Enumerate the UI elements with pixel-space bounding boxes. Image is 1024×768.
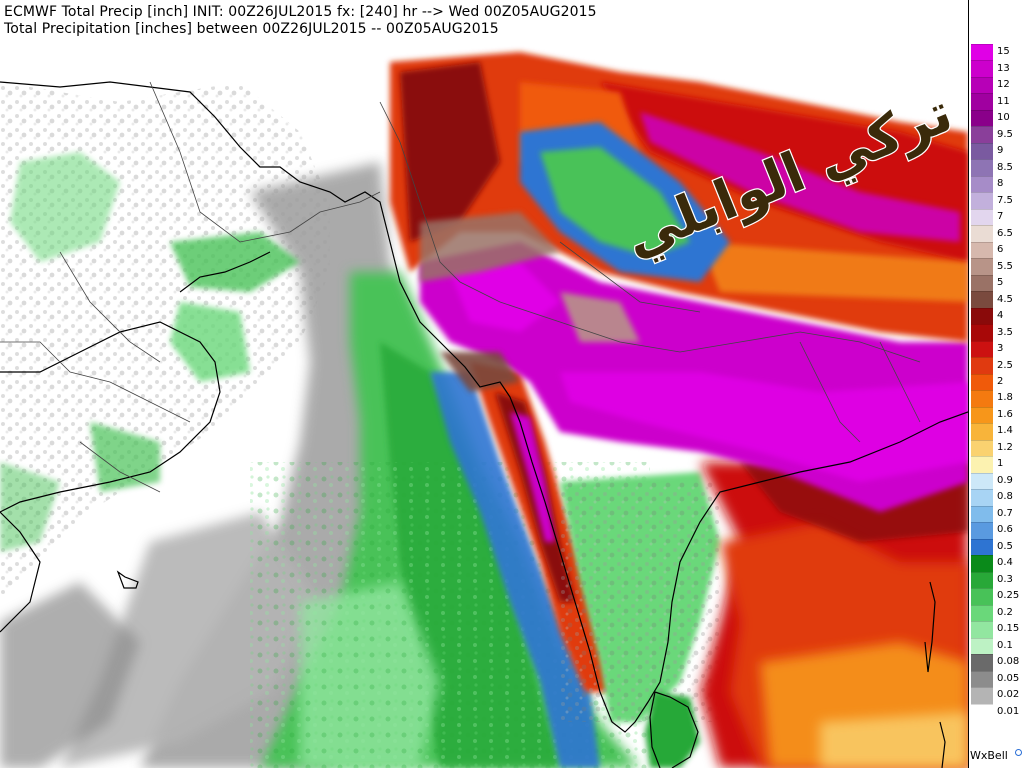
legend-swatch [971,109,993,127]
legend-label: 1.2 [997,441,1013,453]
legend-swatch [971,76,993,94]
legend-label: 8 [997,178,1004,190]
legend-swatch [971,175,993,193]
legend-swatch [971,456,993,474]
legend-swatch [971,472,993,490]
legend-swatch [971,241,993,259]
legend-label: 0.3 [997,573,1013,585]
legend-swatch [971,373,993,391]
legend-label: 7 [997,211,1004,223]
legend-label: 13 [997,62,1010,74]
legend-swatch [971,423,993,441]
legend-swatch [971,274,993,292]
coastlines [0,81,968,768]
legend-label: 4 [997,310,1004,322]
legend-swatch [971,538,993,556]
legend-label: 5.5 [997,260,1013,272]
legend-swatch [971,703,993,721]
legend-swatch [971,390,993,408]
legend-label: 3.5 [997,326,1013,338]
legend-swatch [971,192,993,210]
brand-dot-icon [1015,749,1022,756]
legend-label: 6 [997,244,1004,256]
legend-label: 0.7 [997,507,1013,519]
legend-label: 0.4 [997,557,1013,569]
legend-swatch [971,439,993,457]
legend-swatch [971,126,993,144]
legend-label: 0.5 [997,540,1013,552]
legend-label: 7.5 [997,194,1013,206]
legend-label: 1.6 [997,408,1013,420]
legend-label: 6.5 [997,227,1013,239]
legend-label: 0.2 [997,606,1013,618]
color-scale-legend: 15 13 12 11 10 9.5 9 8.5 8 7.5 7 6.5 6 5.5 5 4.5 4 3.5 3 2.… [968,0,1024,768]
legend-swatch [971,604,993,622]
legend-swatch [971,258,993,276]
legend-swatch [971,687,993,704]
legend-label: 4.5 [997,293,1013,305]
legend-label: 0.1 [997,639,1013,651]
legend-label: 9.5 [997,128,1013,140]
legend-label: 0.25 [997,590,1020,602]
map-title: ECMWF Total Precip [inch] INIT: 00Z26JUL… [4,4,597,20]
precipitation-map: تركي الوابلي [0,42,968,768]
legend-label: 10 [997,112,1010,124]
legend-label: 11 [997,95,1010,107]
sri-lanka-green [645,692,700,768]
legend-label: 0.9 [997,474,1013,486]
legend-label: 1.4 [997,425,1013,437]
legend-swatch [971,670,993,688]
legend-label: 5 [997,277,1004,289]
legend-swatch [971,621,993,639]
legend-label: 0.15 [997,623,1020,635]
legend-label: 15 [997,46,1010,58]
legend-label: 3 [997,343,1004,355]
legend-swatch [971,340,993,358]
legend-swatch [971,208,993,226]
legend-swatch [971,489,993,507]
legend-label: 1.8 [997,392,1013,404]
legend-swatch [971,291,993,309]
legend-label: 2.5 [997,359,1013,371]
brand-logo: WxBell [968,746,1024,768]
legend-swatch [971,357,993,375]
legend-swatch [971,522,993,540]
legend-label: 2 [997,376,1004,387]
legend-swatch [971,555,993,573]
legend-label: 8.5 [997,161,1013,173]
political-borders [0,81,921,493]
legend-swatch [971,142,993,160]
legend-label: 9 [997,145,1004,157]
legend-swatch [971,588,993,606]
legend-swatch [971,60,993,78]
legend-swatch [971,225,993,243]
legend-label: 0.05 [997,672,1020,684]
legend-swatch [971,44,993,61]
legend-swatch [971,637,993,655]
legend-label: 1 [997,458,1004,470]
legend-label: 12 [997,79,1010,91]
coastal-blue-band [430,372,600,768]
legend-swatch [971,505,993,523]
title-bar: ECMWF Total Precip [inch] INIT: 00Z26JUL… [0,0,968,42]
map-subtitle: Total Precipitation [inches] between 00Z… [4,21,499,37]
legend-swatch [971,307,993,325]
legend-swatch [971,571,993,589]
legend-label: 0.8 [997,491,1013,503]
legend-label: 0.6 [997,524,1013,536]
legend-label: 0.02 [997,689,1020,701]
legend-label: 0.01 [997,705,1020,717]
legend-label: 0.08 [997,656,1020,668]
legend-swatch [971,93,993,111]
legend-swatch [971,159,993,177]
legend-swatch [971,406,993,424]
precipitation-map-svg [0,42,968,768]
legend-swatch [971,324,993,342]
legend-swatch [971,654,993,672]
brand-name: WxBell [970,749,1008,762]
